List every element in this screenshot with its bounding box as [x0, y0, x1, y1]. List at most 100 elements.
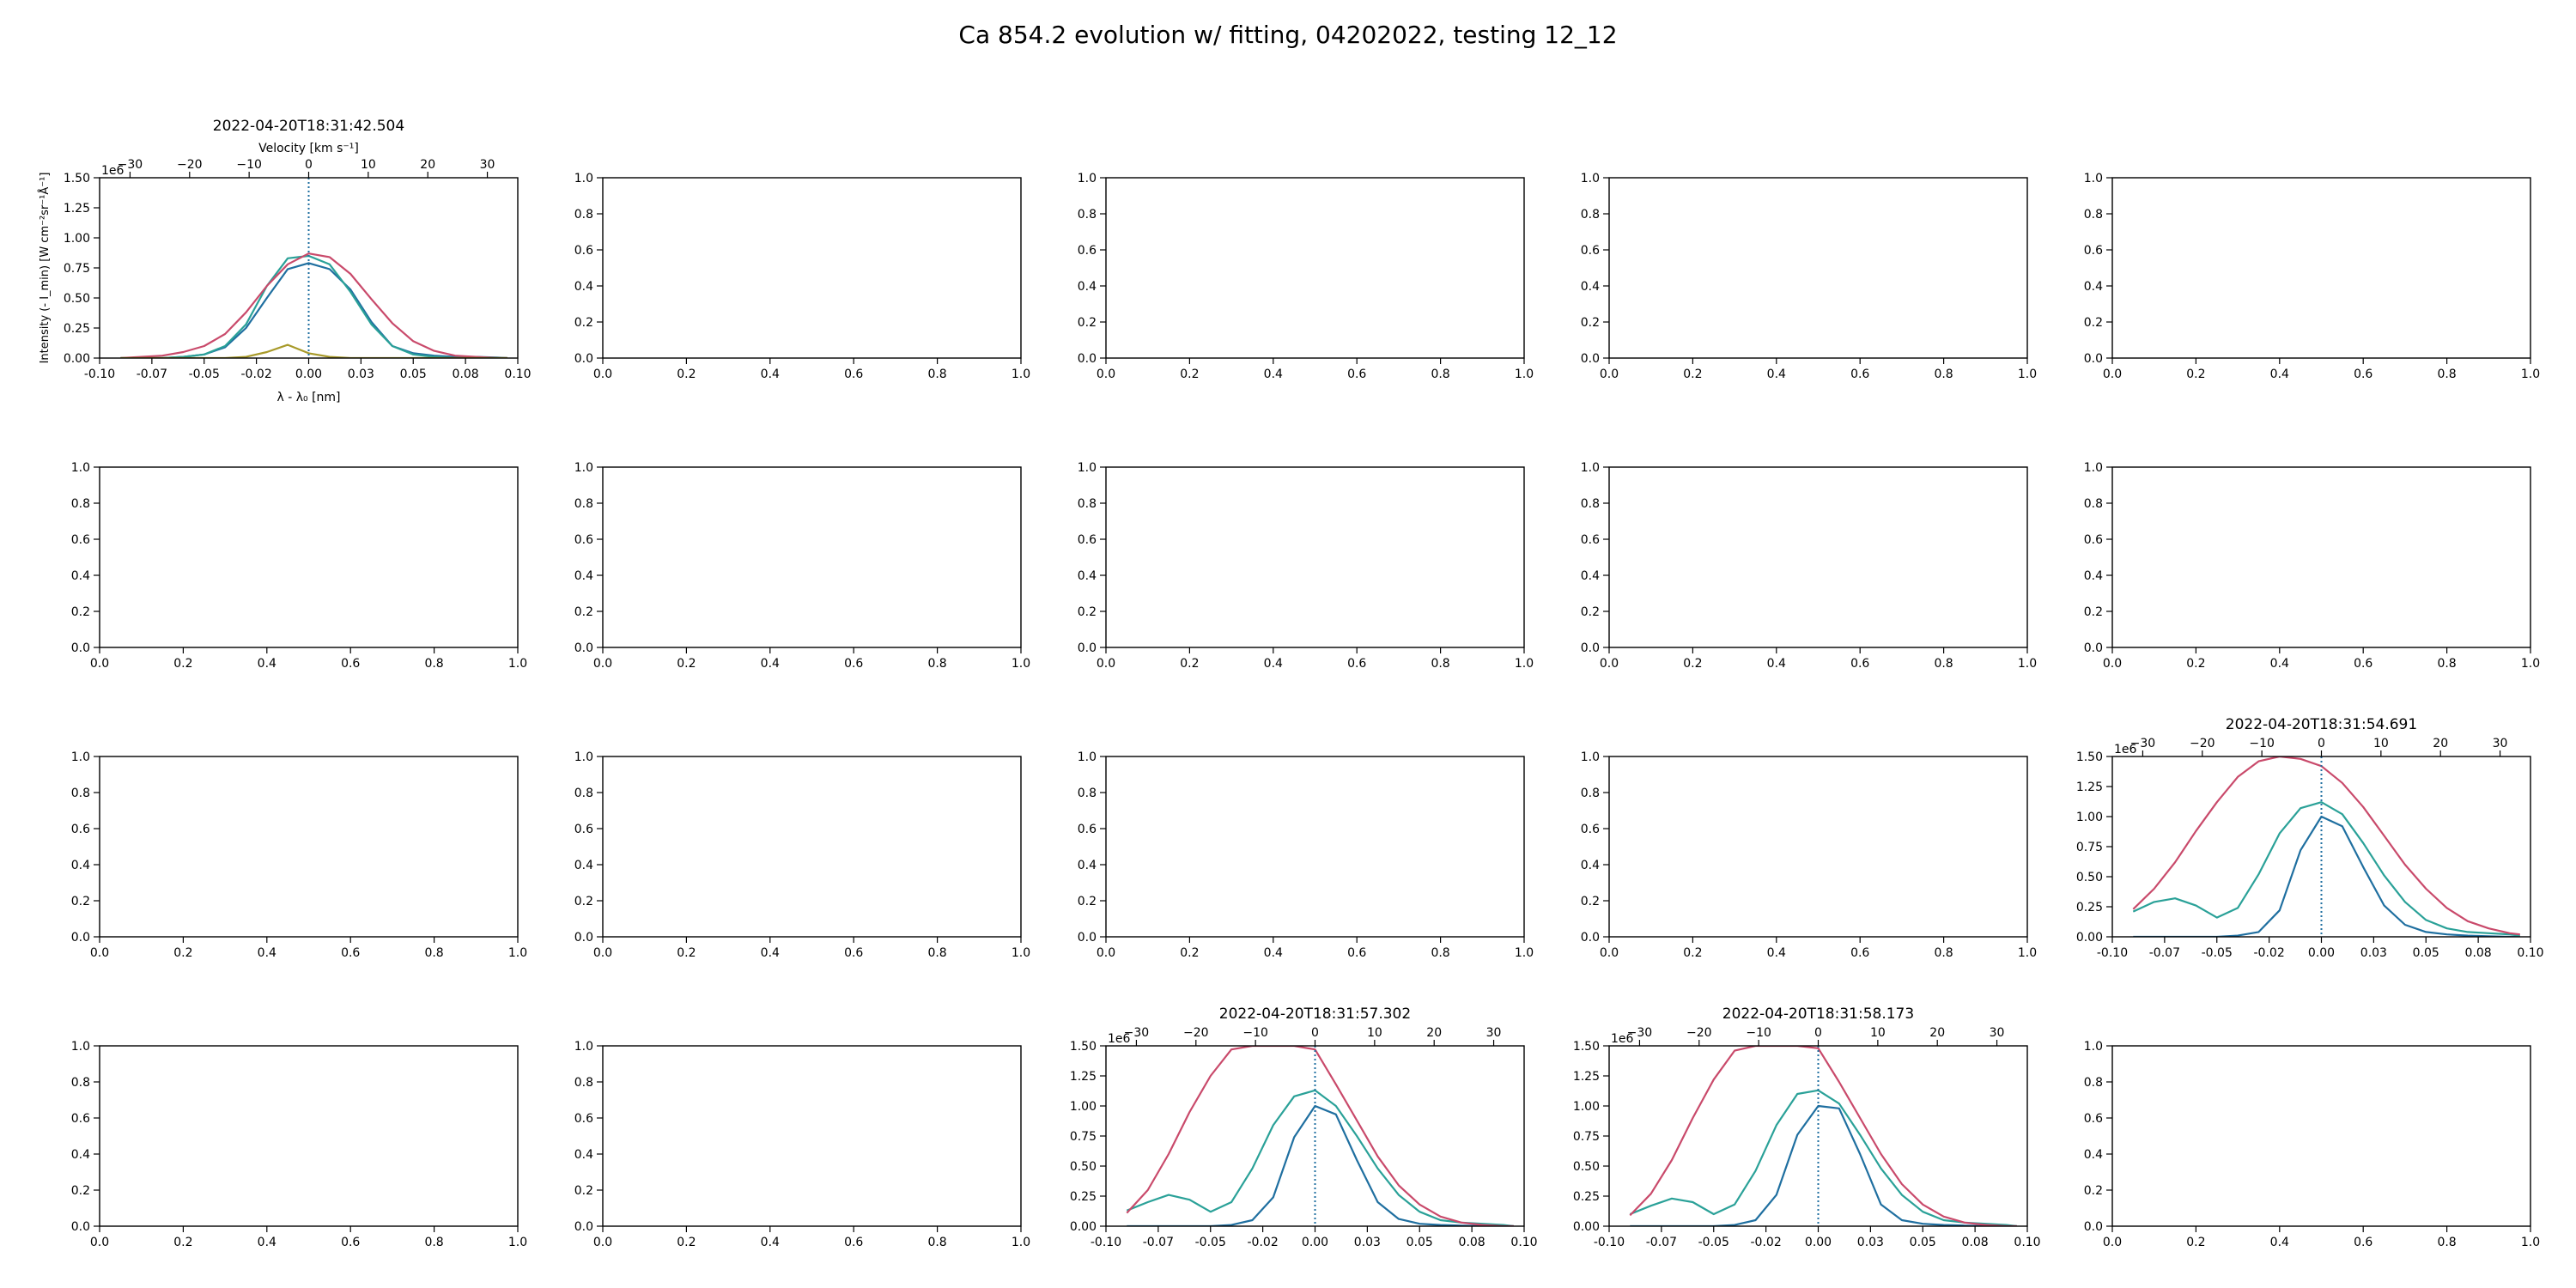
axes-frame	[1608, 756, 2028, 938]
x-tick-label: 0.8	[1934, 946, 1953, 960]
series-line-fit_component_2	[1629, 1046, 2017, 1226]
y-tick-label: 1.0	[574, 1040, 593, 1054]
axes-frame	[2111, 1045, 2531, 1227]
x-tick-label: 0.0	[1600, 946, 1619, 960]
y-tick-label: 0.8	[574, 787, 593, 800]
velocity-tick-label: 10	[1870, 1026, 1886, 1040]
y-tick-label: 1.00	[1070, 1100, 1097, 1114]
series-line-observed	[1630, 1104, 2017, 1226]
x-tick-label: 0.4	[1767, 368, 1786, 381]
axes-frame	[602, 177, 1022, 359]
y-tick-label: 1.0	[1581, 461, 1600, 475]
y-tick-label: 0.6	[2084, 244, 2103, 258]
x-tick-label: 0.8	[2437, 657, 2456, 671]
y-tick-label: 1.25	[1070, 1070, 1097, 1084]
y-tick-label: 0.00	[1070, 1220, 1097, 1234]
axes-frame	[1105, 466, 1525, 648]
y-tick-label: 0.6	[2084, 533, 2103, 547]
x-tick-label: 0.2	[677, 946, 696, 960]
y-tick-label: 0.0	[1078, 641, 1097, 655]
axes-frame	[1105, 756, 1525, 938]
subplot-title: 2022-04-20T18:31:42.504	[213, 118, 404, 135]
y-tick-label: 0.0	[574, 641, 593, 655]
y-tick-label: 1.0	[1581, 172, 1600, 185]
y-tick-label: 1.0	[574, 750, 593, 764]
x-tick-label: 0.00	[295, 368, 322, 381]
x-tick-label: -0.02	[2254, 946, 2285, 960]
x-tick-label: 1.0	[1515, 946, 1534, 960]
subplot-r2-c4: -0.10 -0.07 -0.05 -0.02 0.00 0.03 0.05 0.08 0.10…	[2076, 716, 2544, 960]
x-tick-label: 0.8	[927, 1236, 946, 1249]
y-offset-label: 1e6	[2114, 743, 2137, 756]
x-tick-label: 0.0	[593, 657, 612, 671]
velocity-tick-label: 20	[2433, 737, 2448, 750]
y-tick-label: 0.0	[1581, 641, 1600, 655]
x-tick-label: 0.0	[1097, 657, 1115, 671]
subplot-r0-c4: 0.0 0.2 0.4 0.6 0.8 1.0 0.0 0.2 0.4 0.6 0.8 1.0	[2084, 172, 2540, 381]
x-tick-label: -0.05	[189, 368, 220, 381]
y-tick-label: 0.00	[2076, 931, 2103, 945]
x-tick-label: 0.0	[1600, 368, 1619, 381]
x-tick-label: -0.02	[1751, 1236, 1782, 1249]
y-tick-label: 0.0	[71, 931, 90, 945]
x-tick-label: 0.03	[348, 368, 374, 381]
y-tick-label: 0.2	[1581, 895, 1600, 908]
x-tick-label: 0.8	[2437, 368, 2456, 381]
velocity-tick-label: 0	[1814, 1026, 1822, 1040]
x-tick-label: 0.05	[1406, 1236, 1433, 1249]
y-tick-label: 1.0	[2084, 461, 2103, 475]
y-tick-label: 0.6	[1078, 823, 1097, 836]
x-tick-label: 0.05	[2413, 946, 2439, 960]
velocity-tick-label: 30	[1990, 1026, 2005, 1040]
velocity-tick-label: −20	[2190, 737, 2215, 750]
x-tick-label: 0.6	[1347, 368, 1366, 381]
y-tick-label: 1.0	[1078, 750, 1097, 764]
velocity-tick-label: 0	[2318, 737, 2325, 750]
subplot-title: 2022-04-20T18:31:54.691	[2226, 716, 2417, 733]
y-tick-label: 0.2	[71, 895, 90, 908]
subplot-r1-c3: 0.0 0.2 0.4 0.6 0.8 1.0 0.0 0.2 0.4 0.6 0.8 1.0	[1581, 461, 2037, 671]
series-line-observed	[120, 262, 507, 358]
y-tick-label: 0.4	[1078, 859, 1097, 872]
x-tick-label: -0.07	[1143, 1236, 1174, 1249]
figure-title: Ca 854.2 evolution w/ fitting, 04202022,…	[958, 21, 1617, 49]
y-tick-label: 0.25	[64, 322, 90, 336]
x-tick-label: 0.4	[258, 1236, 276, 1249]
y-tick-label: 1.50	[64, 172, 90, 185]
y-tick-label: 0.2	[2084, 1184, 2103, 1198]
x-tick-label: 0.8	[927, 368, 946, 381]
x-tick-label: 0.0	[90, 1236, 109, 1249]
y-tick-label: 0.6	[71, 823, 90, 836]
y-tick-label: 0.4	[1581, 280, 1600, 294]
x-tick-label: 0.2	[1180, 368, 1199, 381]
x-tick-label: 0.10	[2014, 1236, 2040, 1249]
y-tick-label: 0.75	[2076, 841, 2103, 854]
y-tick-label: 0.2	[574, 1184, 593, 1198]
subplot-r0-c2: 0.0 0.2 0.4 0.6 0.8 1.0 0.0 0.2 0.4 0.6 0.8 1.0	[1078, 172, 1534, 381]
y-tick-label: 0.0	[1581, 931, 1600, 945]
y-tick-label: 1.00	[1573, 1100, 1600, 1114]
axes-frame	[1608, 466, 2028, 648]
x-tick-label: 0.6	[2354, 368, 2372, 381]
y-tick-label: 0.0	[71, 641, 90, 655]
x-tick-label: 0.6	[1347, 946, 1366, 960]
y-tick-label: 0.2	[574, 316, 593, 330]
y-tick-label: 0.8	[1078, 787, 1097, 800]
y-tick-label: 1.0	[1581, 750, 1600, 764]
velocity-tick-label: 30	[480, 158, 495, 172]
y-tick-label: 0.0	[2084, 352, 2103, 366]
y-tick-label: 1.0	[2084, 172, 2103, 185]
x-tick-label: -0.07	[137, 368, 167, 381]
x-tick-label: 0.2	[1180, 946, 1199, 960]
y-tick-label: 0.8	[2084, 497, 2103, 511]
x-axis-label: λ - λ₀ [nm]	[276, 391, 340, 404]
subplot-r2-c2: 0.0 0.2 0.4 0.6 0.8 1.0 0.0 0.2 0.4 0.6 0.8 1.0	[1078, 750, 1534, 960]
velocity-tick-label: −20	[1686, 1026, 1712, 1040]
velocity-axis-label: Velocity [km s⁻¹]	[258, 142, 359, 155]
y-tick-label: 0.50	[1573, 1160, 1600, 1174]
subplot-r0-c3: 0.0 0.2 0.4 0.6 0.8 1.0 0.0 0.2 0.4 0.6 0.8 1.0	[1581, 172, 2037, 381]
y-tick-label: 0.8	[71, 497, 90, 511]
axes-frame	[99, 1045, 519, 1227]
y-tick-label: 0.75	[64, 262, 90, 276]
